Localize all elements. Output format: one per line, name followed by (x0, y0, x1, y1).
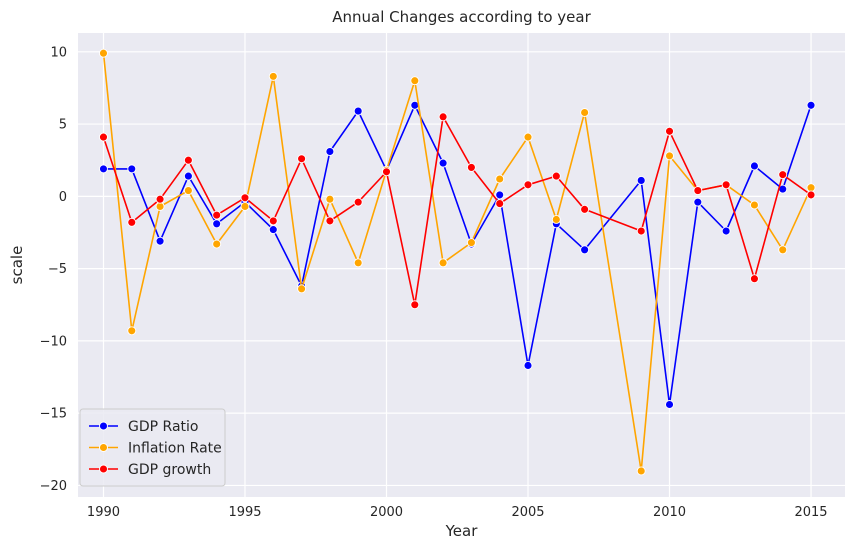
data-point (127, 164, 137, 174)
data-point (778, 245, 788, 255)
data-point (721, 180, 731, 190)
data-point (240, 193, 250, 203)
legend-label: Inflation Rate (128, 441, 222, 457)
y-tick-label: 10 (50, 45, 67, 60)
data-point (778, 170, 788, 180)
x-axis: 1990 1995 2000 2005 2010 2015 (87, 505, 828, 520)
data-point (382, 167, 391, 177)
x-tick-label: 2000 (370, 505, 403, 520)
y-tick-label: −5 (48, 262, 67, 277)
legend-marker (99, 421, 108, 431)
x-tick-label: 2015 (794, 505, 827, 520)
data-point (580, 108, 590, 117)
data-point (268, 216, 278, 226)
y-tick-label: 0 (59, 190, 67, 205)
x-tick-label: 2010 (653, 505, 686, 520)
y-axis: 10 5 0 −5 −10 −15 −20 (40, 45, 67, 494)
data-point (523, 180, 533, 190)
data-point (551, 215, 561, 224)
data-point (127, 217, 137, 227)
data-point (523, 361, 533, 370)
data-point (665, 126, 674, 136)
data-point (325, 194, 335, 204)
legend-box (79, 408, 226, 487)
legend-label: GDP growth (128, 462, 211, 478)
data-point (212, 210, 222, 220)
data-point (183, 171, 193, 181)
data-point (183, 155, 193, 165)
legend-marker (99, 464, 108, 474)
data-point (353, 197, 363, 207)
y-tick-label: 5 (59, 118, 67, 133)
data-point (353, 258, 363, 268)
data-point (466, 162, 476, 172)
data-point (410, 300, 420, 310)
data-point (693, 197, 703, 207)
legend: GDP Ratio Inflation Rate GDP growth (79, 408, 226, 487)
data-point (466, 238, 476, 248)
chart-title: Annual Changes according to year (332, 8, 591, 26)
data-point (325, 216, 335, 226)
data-point (580, 245, 590, 255)
legend-label: GDP Ratio (128, 419, 198, 435)
data-point (438, 258, 448, 268)
data-point (495, 174, 505, 184)
data-point (806, 190, 816, 200)
data-point (749, 161, 759, 171)
data-point (212, 219, 222, 229)
data-point (99, 132, 108, 142)
data-point (693, 186, 703, 196)
data-point (523, 132, 533, 142)
data-point (636, 175, 646, 185)
x-tick-label: 2005 (511, 505, 544, 520)
legend-marker (99, 443, 108, 452)
y-axis-title: scale (8, 246, 26, 285)
data-point (410, 76, 420, 86)
data-point (495, 190, 505, 200)
y-tick-label: −15 (40, 407, 67, 422)
x-axis-title: Year (445, 522, 479, 540)
data-point (665, 400, 674, 409)
data-point (636, 226, 646, 236)
data-point (99, 164, 108, 174)
grid-lines (78, 33, 845, 497)
data-point (665, 151, 674, 161)
data-point (183, 186, 193, 196)
data-point (580, 204, 590, 214)
y-tick-label: −10 (40, 334, 67, 349)
data-point (438, 112, 448, 122)
y-tick-label: −20 (40, 479, 67, 494)
data-point (749, 274, 759, 284)
data-point (268, 225, 278, 235)
data-point (212, 239, 222, 249)
data-point (438, 158, 448, 168)
data-point (99, 48, 108, 58)
data-point (127, 326, 137, 336)
data-point (749, 200, 759, 210)
data-point (551, 171, 561, 181)
data-point (240, 202, 250, 211)
data-point (806, 100, 816, 110)
x-tick-label: 1990 (87, 505, 120, 520)
data-point (297, 154, 307, 164)
data-point (721, 226, 731, 236)
data-point (297, 284, 307, 294)
data-point (155, 194, 165, 204)
series-group (99, 48, 816, 476)
x-tick-label: 1995 (228, 505, 261, 520)
data-point (353, 106, 363, 116)
data-point (268, 71, 278, 81)
data-point (325, 147, 335, 156)
data-point (636, 466, 646, 476)
data-point (155, 236, 165, 246)
data-point (495, 199, 505, 209)
